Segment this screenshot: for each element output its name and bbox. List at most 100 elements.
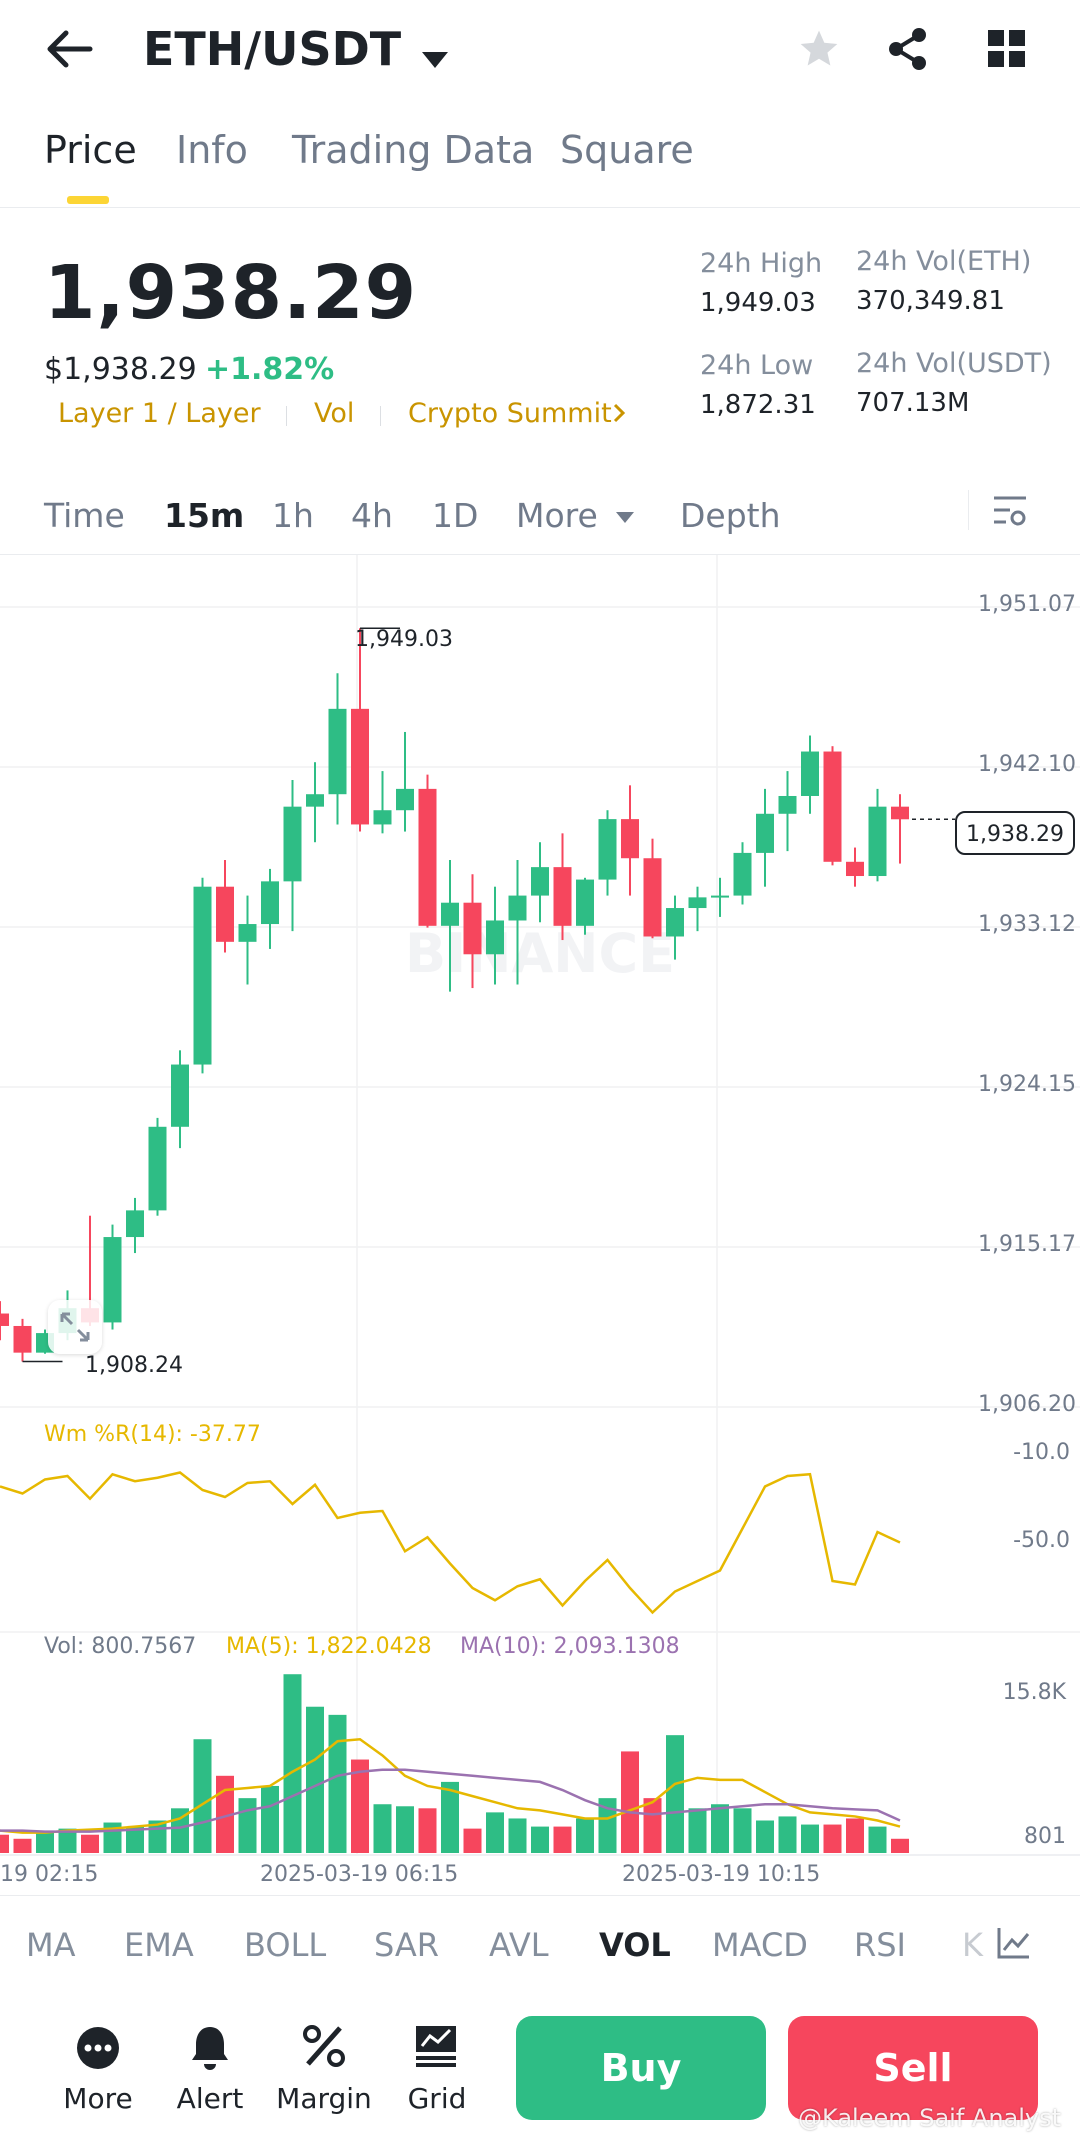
volume-bar [891,1838,909,1853]
timeframe-1d[interactable]: 1D [432,496,479,535]
volume-bar [486,1812,504,1853]
candle-body [891,806,909,820]
margin-label: Margin [276,2082,372,2115]
candle-body [283,806,302,882]
candle-body [373,810,392,825]
volume-bar [688,1808,707,1853]
sell-label: Sell [873,2046,953,2090]
price-axis-label: 1,942.10 [978,752,1076,777]
tag-separator [286,406,287,426]
candle-body [0,1313,9,1326]
sell-button[interactable]: Sell [788,2016,1038,2120]
candle-body [733,852,752,896]
indicator-divider [0,1895,1080,1896]
indicator-boll[interactable]: BOLL [244,1926,327,1964]
share-icon[interactable] [886,26,930,72]
volume-axis-label: 15.8K [1002,1680,1066,1705]
candle-body [463,902,482,955]
tag-crypto-summit[interactable]: Crypto Summit [408,398,612,429]
vol-eth-value: 370,349.81 [856,286,1005,316]
more-label: More [63,2082,133,2115]
volume-bar [643,1798,662,1853]
timeframe-15m[interactable]: 15m [164,496,245,535]
timeframe-time[interactable]: Time [44,496,125,535]
candle-body [216,886,234,942]
grid-trading-icon[interactable] [414,2024,458,2068]
candle-body [238,924,257,942]
timeframe-4h[interactable]: 4h [351,496,393,535]
star-icon[interactable] [797,27,841,71]
time-axis-label: 19 02:15 [0,1862,99,1887]
tab-price[interactable]: Price [44,128,137,172]
volume-bar [58,1828,77,1853]
tab-square[interactable]: Square [560,128,694,172]
indicator-k[interactable]: K [962,1926,983,1964]
wr-axis-label: -10.0 [1013,1440,1070,1465]
volume-axis-label: 801 [1024,1824,1066,1849]
credit-watermark: @Kaleem Saif Analyst [798,2104,1062,2132]
volume-bar [441,1781,459,1853]
tab-info[interactable]: Info [176,128,248,172]
indicator-macd[interactable]: MACD [712,1926,808,1964]
candle-body [846,861,864,877]
indicator-rsi[interactable]: RSI [854,1926,906,1964]
volume-bar [328,1714,347,1853]
timeframe-more[interactable]: More [516,496,635,535]
volume-bar [711,1804,729,1853]
volume-bar [418,1808,437,1853]
candle-body [261,881,279,925]
indicator-vol[interactable]: VOL [599,1926,671,1964]
candle-body [868,806,887,877]
chart-settings-icon[interactable] [992,494,1028,528]
candle-body [486,920,504,955]
price-chart[interactable]: BINANCE [0,555,1080,1895]
high-value: 1,949.03 [700,288,816,318]
timeframe-more-label: More [516,496,598,535]
margin-percent-icon[interactable] [302,2024,346,2068]
candle-body [711,895,729,898]
grid-icon[interactable] [988,30,1026,68]
tab-trading-data[interactable]: Trading Data [292,128,534,172]
expand-chart-icon[interactable] [48,1300,102,1354]
more-icon[interactable] [76,2026,120,2070]
tag-vol[interactable]: Vol [314,398,355,429]
candle-body [103,1237,122,1323]
back-arrow-icon[interactable] [44,28,94,70]
volume-bar [846,1818,864,1853]
indicator-settings-icon[interactable] [996,1926,1036,1962]
indicator-ema[interactable]: EMA [124,1926,194,1964]
low-value: 1,872.31 [700,390,816,420]
candle-body [823,751,842,862]
alert-bell-icon[interactable] [190,2024,230,2070]
toolbar-divider-bottom [0,554,1080,555]
candle-body [418,788,437,926]
candle-body [306,794,324,807]
candle-body [148,1126,167,1211]
volume-bar [81,1834,99,1853]
indicator-sar[interactable]: SAR [374,1926,440,1964]
tag-layer[interactable]: Layer 1 / Layer [58,398,261,429]
candle-body [801,751,819,796]
buy-button[interactable]: Buy [516,2016,766,2120]
tab-info-label: Info [176,128,248,172]
vol-eth-label: 24h Vol(ETH) [856,246,1032,277]
volume-bar [13,1838,32,1853]
volume-bar [666,1735,684,1853]
chart-watermark: BINANCE [405,922,675,985]
time-axis-label: 2025-03-19 10:15 [622,1862,821,1887]
timeframe-depth[interactable]: Depth [680,496,781,535]
indicator-avl[interactable]: AVL [489,1926,549,1964]
last-price-tag: 1,938.29 [955,811,1075,855]
timeframe-1h[interactable]: 1h [272,496,314,535]
pair-selector[interactable]: ETH/USDT [143,22,449,76]
tab-square-label: Square [560,128,694,172]
indicator-ma[interactable]: MA [26,1926,76,1964]
volume-bar [508,1818,527,1853]
alert-label: Alert [176,2082,244,2115]
volume-bar [823,1824,842,1853]
volume-bar [553,1826,572,1853]
chevron-right-icon[interactable] [612,402,626,424]
caret-down-icon [422,51,449,70]
ma10-label: MA(10): 2,093.1308 [460,1634,680,1659]
candle-body [126,1210,144,1238]
